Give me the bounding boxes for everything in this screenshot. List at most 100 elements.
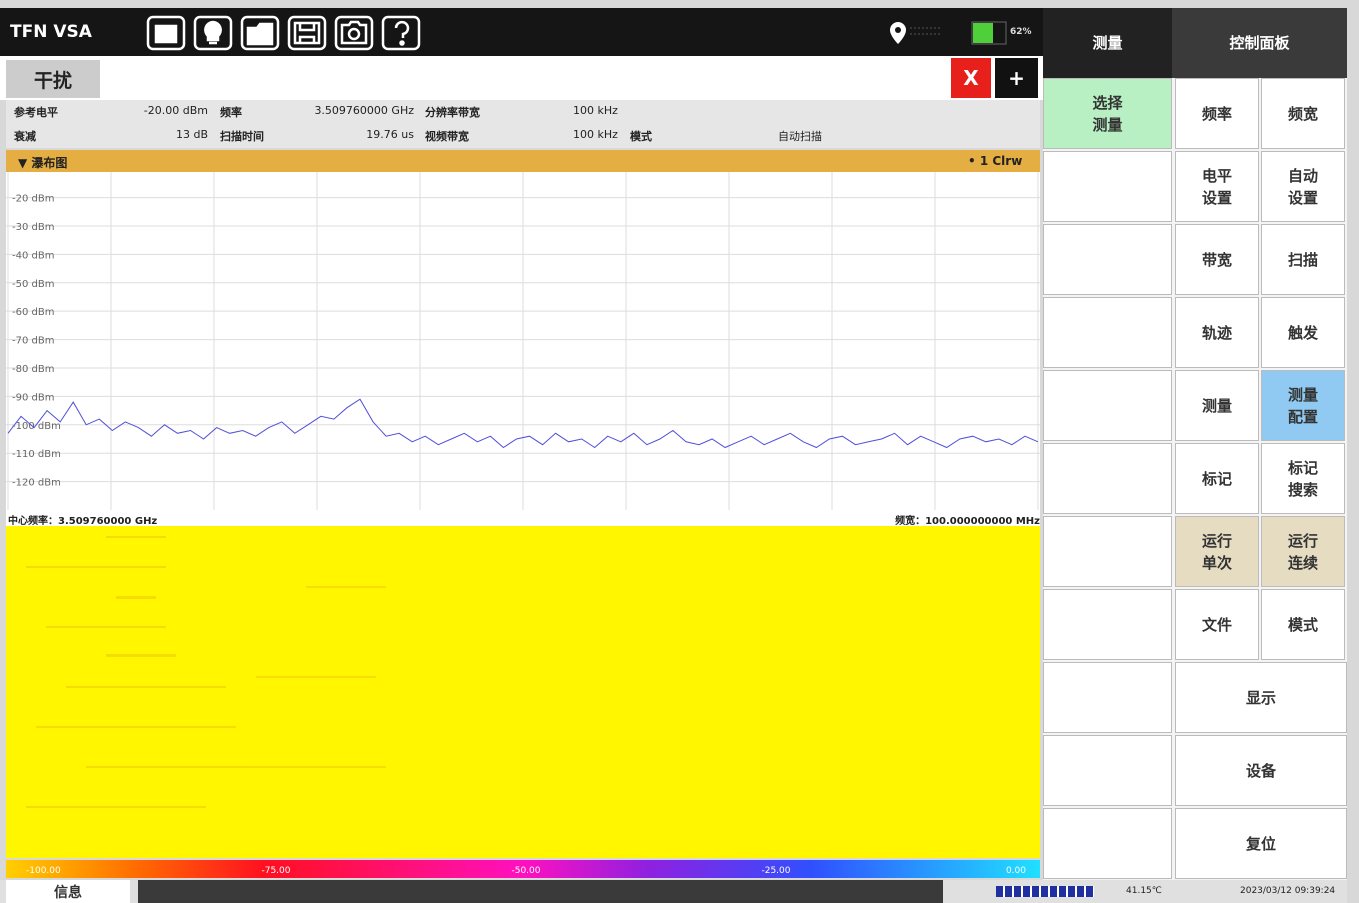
y-tick-label: -30 dBm xyxy=(12,222,54,233)
trace-label: • 1 Clrw xyxy=(968,154,1022,168)
datetime: 2023/03/12 09:39:24 xyxy=(1240,886,1335,896)
param-value: 13 dB xyxy=(58,128,208,141)
menu-button[interactable]: 频宽 xyxy=(1261,78,1345,149)
y-tick-label: -60 dBm xyxy=(12,307,54,318)
button-text: 显示 xyxy=(1246,687,1276,709)
param-value: 100 kHz xyxy=(573,128,618,141)
side-tab[interactable]: 测量 xyxy=(1043,8,1172,78)
param-label: 视频带宽 xyxy=(425,128,469,144)
menu-button[interactable]: 标记 xyxy=(1175,443,1259,514)
colorbar-label: -25.00 xyxy=(761,866,790,876)
y-tick-label: -40 dBm xyxy=(12,250,54,261)
param-label: 扫描时间 xyxy=(220,128,264,144)
menu-button[interactable]: 电平设置 xyxy=(1175,151,1259,222)
select-measurement[interactable]: 选择测量 xyxy=(1043,78,1172,149)
y-tick-label: -20 dBm xyxy=(12,194,54,205)
info-tab[interactable]: 信息 xyxy=(6,880,130,903)
message-bar xyxy=(138,880,943,903)
center-frequency: 中心频率：3.509760000 GHz xyxy=(8,512,157,527)
menu-button[interactable]: 频率 xyxy=(1175,78,1259,149)
button-text: 运行 xyxy=(1202,530,1232,552)
signal-meter xyxy=(996,886,1094,897)
empty-cell xyxy=(1043,662,1172,733)
panel-header xyxy=(6,150,1040,172)
button-text: 设备 xyxy=(1246,760,1276,782)
menu-button[interactable]: 设备 xyxy=(1175,735,1347,806)
add-button[interactable]: + xyxy=(995,58,1038,98)
close-button[interactable]: X xyxy=(951,58,991,98)
button-text: 电平 xyxy=(1202,165,1232,187)
empty-cell xyxy=(1043,151,1172,222)
screen: TFN VSA 62% 干扰 X + ▼ 瀑布图 • 1 Clrw -20 dB… xyxy=(0,0,1359,903)
battery-level: 62% xyxy=(1010,27,1032,37)
button-text: 测量 xyxy=(1288,384,1318,406)
menu-button[interactable]: 显示 xyxy=(1175,662,1347,733)
tab[interactable]: 干扰 xyxy=(6,60,100,98)
y-tick-label: -90 dBm xyxy=(12,392,54,403)
menu-button[interactable]: 文件 xyxy=(1175,589,1259,660)
spectrum-chart: -20 dBm -30 dBm -40 dBm -50 dBm -60 dBm -70 d… xyxy=(6,172,1040,510)
toolbar-icons xyxy=(145,14,425,52)
button-text: 测量 xyxy=(1202,395,1232,417)
menu-button[interactable]: 测量 xyxy=(1175,370,1259,441)
menu-button[interactable]: 轨迹 xyxy=(1175,297,1259,368)
y-tick-label: -80 dBm xyxy=(12,364,54,375)
app-title: TFN VSA xyxy=(10,22,92,42)
button-text: 搜索 xyxy=(1288,479,1318,501)
y-tick-label: -70 dBm xyxy=(12,336,54,347)
y-tick-label: -100 dBm xyxy=(12,421,61,432)
y-tick-label: -50 dBm xyxy=(12,279,54,290)
button-text: 轨迹 xyxy=(1202,322,1232,344)
button-text: 连续 xyxy=(1288,552,1318,574)
span: 频宽：100.000000000 MHz xyxy=(790,512,1040,527)
button-text: 标记 xyxy=(1288,457,1318,479)
button-text: 频率 xyxy=(1202,103,1232,125)
button-text: 文件 xyxy=(1202,614,1232,636)
button-text: 设置 xyxy=(1202,187,1232,209)
y-tick-label: -110 dBm xyxy=(12,449,61,460)
empty-cell xyxy=(1043,808,1172,879)
empty-cell xyxy=(1043,224,1172,295)
side-tab[interactable]: 控制面板 xyxy=(1172,8,1347,78)
button-text: 扫描 xyxy=(1288,249,1318,271)
colorbar-label: -100.00 xyxy=(26,866,61,876)
empty-cell xyxy=(1043,443,1172,514)
button-text: 标记 xyxy=(1202,468,1232,490)
button-text: 带宽 xyxy=(1202,249,1232,271)
button-text: 设置 xyxy=(1288,187,1318,209)
param-label: 模式 xyxy=(630,128,652,144)
empty-cell xyxy=(1043,735,1172,806)
button-text: 测量 xyxy=(1092,114,1122,136)
menu-button[interactable]: 标记搜索 xyxy=(1261,443,1345,514)
menu-button[interactable]: 带宽 xyxy=(1175,224,1259,295)
empty-cell xyxy=(1043,516,1172,587)
param-label: 分辨率带宽 xyxy=(425,104,480,120)
menu-button[interactable]: 复位 xyxy=(1175,808,1347,879)
colorbar-label: 0.00 xyxy=(1006,866,1026,876)
button-text: 复位 xyxy=(1246,833,1276,855)
menu-button[interactable]: 自动设置 xyxy=(1261,151,1345,222)
menu-button[interactable]: 运行连续 xyxy=(1261,516,1345,587)
button-text: 选择 xyxy=(1092,92,1122,114)
param-label: 衰减 xyxy=(14,128,36,144)
menu-button[interactable]: 测量配置 xyxy=(1261,370,1345,441)
button-text: 运行 xyxy=(1288,530,1318,552)
menu-button[interactable]: 运行单次 xyxy=(1175,516,1259,587)
menu-button[interactable]: 模式 xyxy=(1261,589,1345,660)
param-label: 频率 xyxy=(220,104,242,120)
button-text: 触发 xyxy=(1288,322,1318,344)
menu-button[interactable]: 触发 xyxy=(1261,297,1345,368)
panel-title: ▼ 瀑布图 xyxy=(18,154,67,171)
empty-cell xyxy=(1043,297,1172,368)
menu-button[interactable]: 扫描 xyxy=(1261,224,1345,295)
button-text: 模式 xyxy=(1288,614,1318,636)
button-text: 自动 xyxy=(1288,165,1318,187)
empty-cell xyxy=(1043,589,1172,660)
param-value: -20.00 dBm xyxy=(58,104,208,117)
button-text: 频宽 xyxy=(1288,103,1318,125)
side-panel: 测量控制面板选择测量频率频宽电平设置自动设置带宽扫描轨迹触发测量测量配置标记标记… xyxy=(1043,8,1347,880)
temperature: 41.15℃ xyxy=(1126,886,1162,896)
param-value: 3.509760000 GHz xyxy=(264,104,414,117)
button-text: 配置 xyxy=(1288,406,1318,428)
